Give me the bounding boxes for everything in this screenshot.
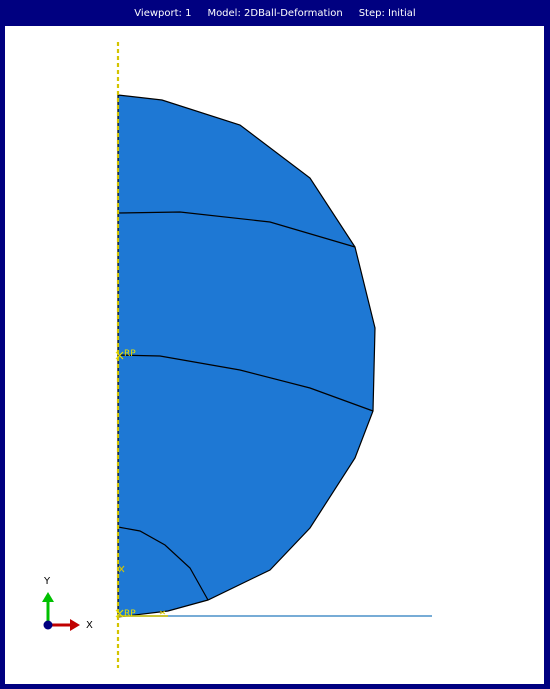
xy-axis-triad-icon [42, 592, 80, 631]
triad-x-label: X [86, 620, 93, 631]
rp-cross-icon[interactable] [115, 609, 124, 618]
step-name: Step: Initial [358, 7, 416, 19]
model-name: Model: 2DBall-Deformation [207, 7, 343, 19]
viewport-title-bar: Viewport: 1 Model: 2DBall-Deformation St… [0, 0, 550, 26]
partition-edge-middle[interactable] [117, 354, 374, 412]
rp-cross-icon[interactable] [115, 351, 124, 360]
graphics-canvas[interactable]: RP RP Y X [5, 26, 544, 684]
triad-y-label: Y [43, 576, 51, 587]
rp-bottom-label: RP [124, 609, 136, 619]
ball-part[interactable] [117, 94, 376, 618]
model-view[interactable]: RP RP Y X [5, 26, 544, 684]
partition-edge-core[interactable] [117, 526, 209, 601]
viewport-number: Viewport: 1 [134, 7, 192, 19]
rp-center-label: RP [124, 349, 136, 359]
boundary-condition-icon[interactable] [118, 565, 168, 617]
partition-edge-upper[interactable] [117, 211, 356, 248]
